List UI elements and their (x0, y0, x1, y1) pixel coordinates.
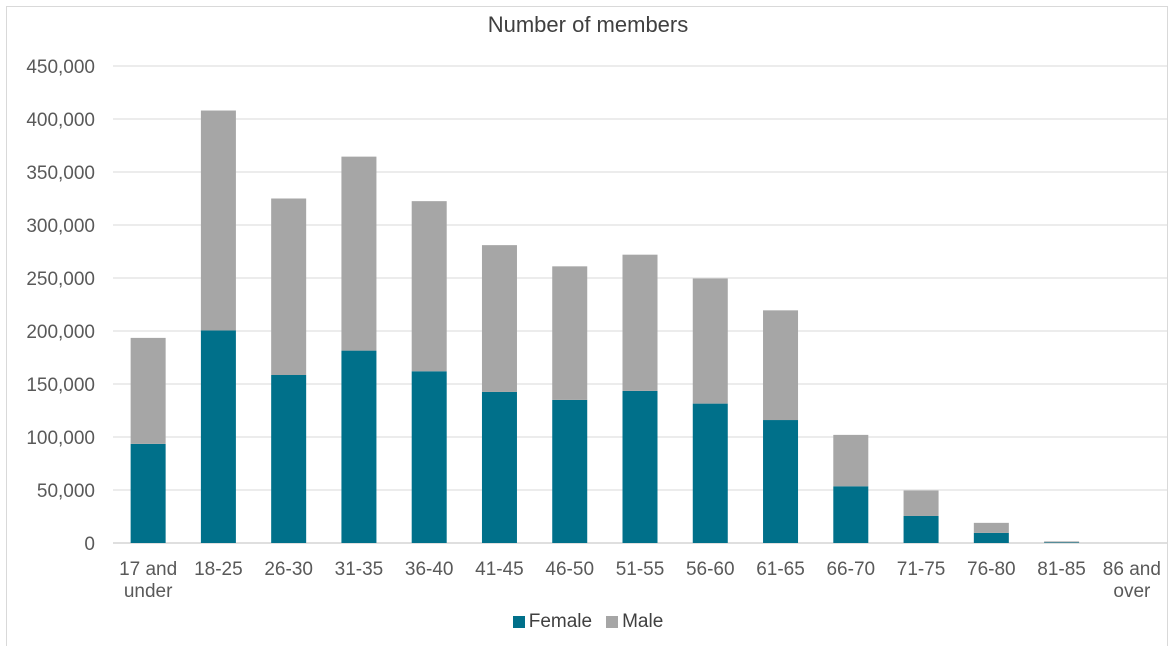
chart-title: Number of members (487, 12, 689, 37)
bar-female (973, 532, 1009, 543)
bar-male (271, 198, 307, 375)
bar-female (130, 443, 166, 543)
bar-female (341, 350, 377, 543)
bar-male (130, 337, 166, 444)
y-tick-label: 400,000 (26, 110, 95, 131)
legend-swatch-female (512, 616, 525, 628)
x-tick-label: over (1113, 581, 1151, 602)
x-tick-label: 26-30 (264, 559, 313, 580)
x-tick-label: 18-25 (194, 559, 243, 580)
bar-female (271, 374, 307, 543)
y-tick-label: 50,000 (37, 481, 95, 502)
bar-female (763, 420, 799, 543)
legend-label-female: Female (528, 611, 593, 632)
y-tick-label: 450,000 (26, 57, 95, 78)
x-tick-label: 66-70 (826, 559, 875, 580)
bar-female (200, 330, 236, 543)
x-tick-label: 86 and (1103, 559, 1161, 580)
y-tick-label: 350,000 (26, 163, 95, 184)
y-tick-label: 150,000 (26, 375, 95, 396)
x-tick-label: 17 and (119, 559, 177, 580)
legend-swatch-male (606, 616, 619, 628)
bar-male (200, 110, 236, 331)
y-tick-label: 0 (84, 534, 95, 555)
bar-male (903, 490, 939, 516)
x-tick-label: 31-35 (335, 559, 384, 580)
bar-female (692, 403, 728, 543)
bar-male (481, 245, 517, 392)
legend-item-male: Male (606, 611, 663, 633)
bar-female (903, 515, 939, 543)
bar-male (763, 310, 799, 421)
x-tick-label: 71-75 (897, 559, 946, 580)
bar-female (622, 390, 658, 543)
bar-male (341, 156, 377, 351)
y-tick-label: 200,000 (26, 322, 95, 343)
bar-male (973, 522, 1009, 533)
x-tick-label: 36-40 (405, 559, 454, 580)
y-tick-label: 100,000 (26, 428, 95, 449)
bar-male (1044, 541, 1080, 543)
x-tick-label: 81-85 (1037, 559, 1086, 580)
x-tick-label: 51-55 (616, 559, 665, 580)
bar-male (692, 278, 728, 404)
bar-female (481, 391, 517, 543)
y-tick-label: 300,000 (26, 216, 95, 237)
x-tick-label: 61-65 (756, 559, 805, 580)
bar-female (411, 371, 447, 543)
chart-legend: Female Male (0, 611, 1176, 633)
x-tick-label: 41-45 (475, 559, 524, 580)
legend-label-male: Male (622, 611, 664, 632)
bar-female (833, 486, 869, 543)
bar-male (411, 201, 447, 372)
y-tick-label: 250,000 (26, 269, 95, 290)
bar-male (833, 434, 869, 487)
x-tick-label: 76-80 (967, 559, 1016, 580)
x-tick-label: under (124, 581, 173, 602)
bar-male (552, 266, 588, 400)
bar-female (552, 399, 588, 543)
bar-male (622, 254, 658, 391)
legend-item-female: Female (512, 611, 593, 633)
x-tick-label: 46-50 (545, 559, 594, 580)
bar-female (1044, 542, 1080, 543)
x-tick-label: 56-60 (686, 559, 735, 580)
